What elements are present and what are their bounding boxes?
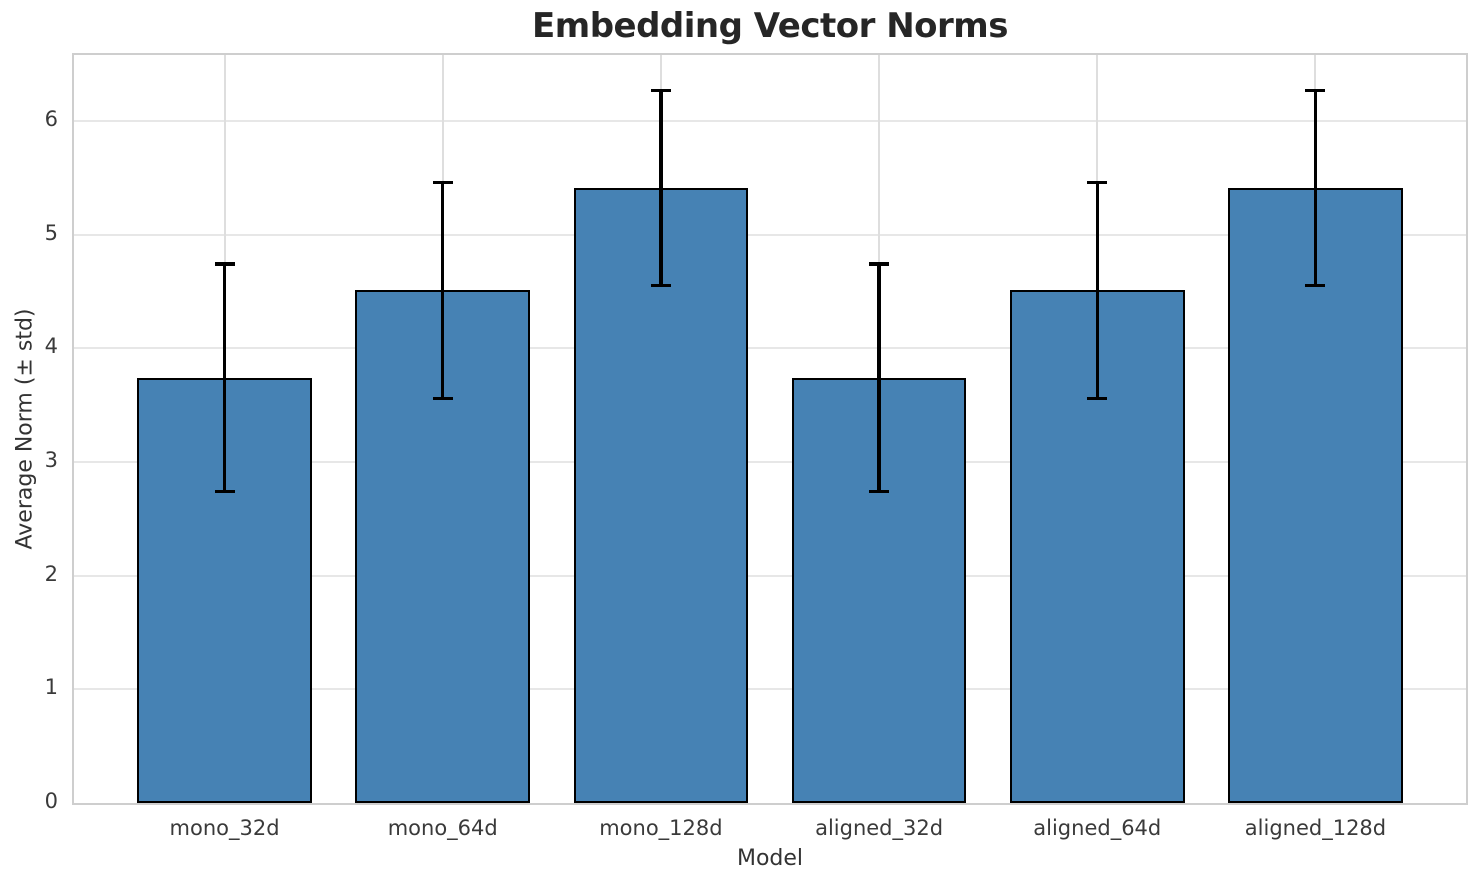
x-tick-label-aligned_128d: aligned_128d [1244,816,1387,840]
y-tick-label: 1 [44,675,58,700]
bar-aligned_32d [791,377,967,803]
x-tick-label-mono_128d: mono_128d [599,816,723,840]
y-gridline [74,233,1466,236]
chart-title: Embedding Vector Norms [532,6,1008,46]
error-cap-top-mono_64d [432,180,453,184]
error-cap-top-mono_128d [650,88,671,92]
error-cap-bottom-aligned_32d [869,489,890,494]
error-cap-top-aligned_32d [869,262,890,266]
error-bar-mono_64d [441,182,445,399]
error-cap-bottom-mono_128d [650,284,671,288]
error-bar-aligned_32d [877,264,881,492]
y-gridline [74,688,1466,691]
error-cap-bottom-aligned_128d [1305,284,1326,288]
error-cap-top-mono_32d [214,262,235,266]
y-gridline [74,347,1466,350]
bar-mono_128d [573,188,749,803]
y-gridline [74,460,1466,463]
plot-area [72,53,1468,805]
y-tick-label: 6 [44,106,58,131]
x-axis-label: Model [736,846,804,871]
error-cap-top-aligned_128d [1305,88,1326,92]
y-tick-label: 0 [44,789,58,813]
y-tick-label: 2 [44,561,58,586]
y-tick-label: 5 [44,220,58,245]
y-tick-label: 3 [44,447,58,472]
error-cap-bottom-mono_64d [432,396,453,400]
error-bar-aligned_64d [1095,182,1099,399]
error-cap-bottom-aligned_64d [1087,396,1108,400]
y-gridline [74,119,1466,122]
error-cap-top-aligned_64d [1087,180,1108,184]
y-tick-label: 4 [44,334,58,359]
bar-aligned_128d [1228,188,1403,803]
error-bar-aligned_128d [1313,90,1318,286]
x-tick-label-mono_32d: mono_32d [169,816,280,840]
error-cap-bottom-mono_32d [214,489,235,494]
error-bar-mono_128d [659,90,663,286]
x-tick-label-aligned_32d: aligned_32d [815,816,944,840]
error-bar-mono_32d [222,264,227,492]
y-gridline [74,574,1466,577]
x-tick-label-aligned_64d: aligned_64d [1033,816,1162,840]
x-tick-label-mono_64d: mono_64d [387,816,498,840]
